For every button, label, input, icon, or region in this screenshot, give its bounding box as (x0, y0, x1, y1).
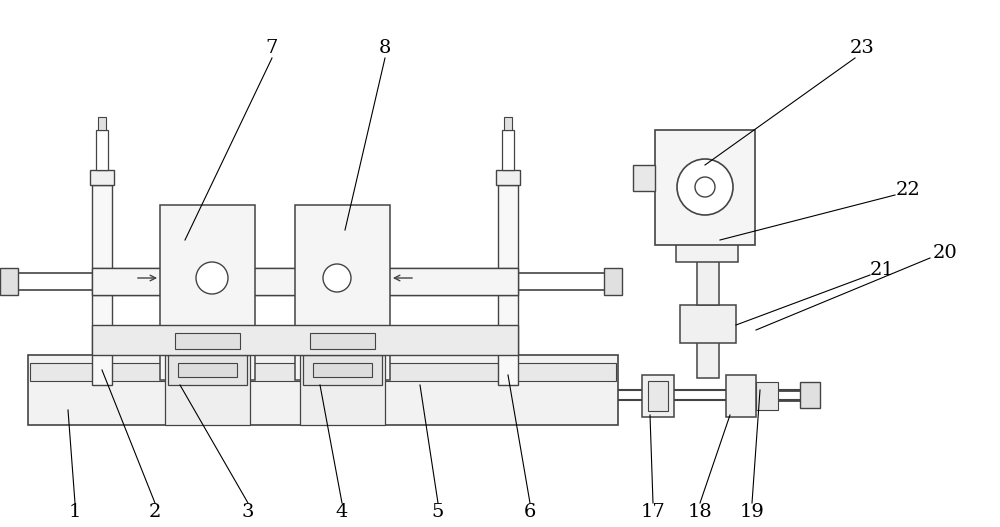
Text: 7: 7 (266, 39, 278, 57)
Text: 21: 21 (870, 261, 894, 279)
Text: 18: 18 (688, 503, 712, 521)
Text: 8: 8 (379, 39, 391, 57)
Bar (648, 381, 668, 411)
Bar (496, 170, 520, 185)
Bar (178, 363, 237, 377)
Circle shape (323, 264, 351, 292)
Text: 1: 1 (69, 503, 81, 521)
Bar (92, 185, 112, 385)
Text: 22: 22 (896, 181, 920, 199)
Bar (28, 355, 618, 425)
Text: 4: 4 (336, 503, 348, 521)
Text: 23: 23 (850, 39, 874, 57)
Bar (633, 165, 655, 191)
Bar (165, 355, 250, 425)
Bar (160, 205, 255, 380)
Bar (92, 325, 518, 355)
Bar (504, 117, 512, 130)
Bar (303, 355, 382, 385)
Circle shape (196, 262, 228, 294)
Bar (604, 268, 622, 295)
Bar (0, 268, 18, 295)
Bar (96, 130, 108, 170)
Bar (680, 305, 736, 343)
Bar (92, 268, 518, 295)
Circle shape (677, 159, 733, 215)
Text: 17: 17 (641, 503, 665, 521)
Text: 20: 20 (933, 244, 957, 262)
Bar (90, 170, 114, 185)
Bar (756, 382, 778, 410)
Text: 6: 6 (524, 503, 536, 521)
Bar (310, 333, 375, 349)
Bar (98, 117, 106, 130)
Text: 3: 3 (242, 503, 254, 521)
Bar (300, 355, 385, 425)
Text: 5: 5 (432, 503, 444, 521)
Bar (642, 375, 674, 417)
Bar (800, 382, 820, 408)
Bar (502, 130, 514, 170)
Bar (295, 205, 390, 380)
Bar (676, 220, 738, 262)
Bar (498, 185, 518, 385)
Bar (697, 240, 719, 305)
Bar (30, 363, 616, 381)
Bar (697, 320, 719, 378)
Bar (168, 355, 247, 385)
Bar (726, 375, 756, 417)
Bar (313, 363, 372, 377)
Bar (175, 333, 240, 349)
Bar (655, 130, 755, 245)
Circle shape (695, 177, 715, 197)
Text: 2: 2 (149, 503, 161, 521)
Text: 19: 19 (740, 503, 764, 521)
